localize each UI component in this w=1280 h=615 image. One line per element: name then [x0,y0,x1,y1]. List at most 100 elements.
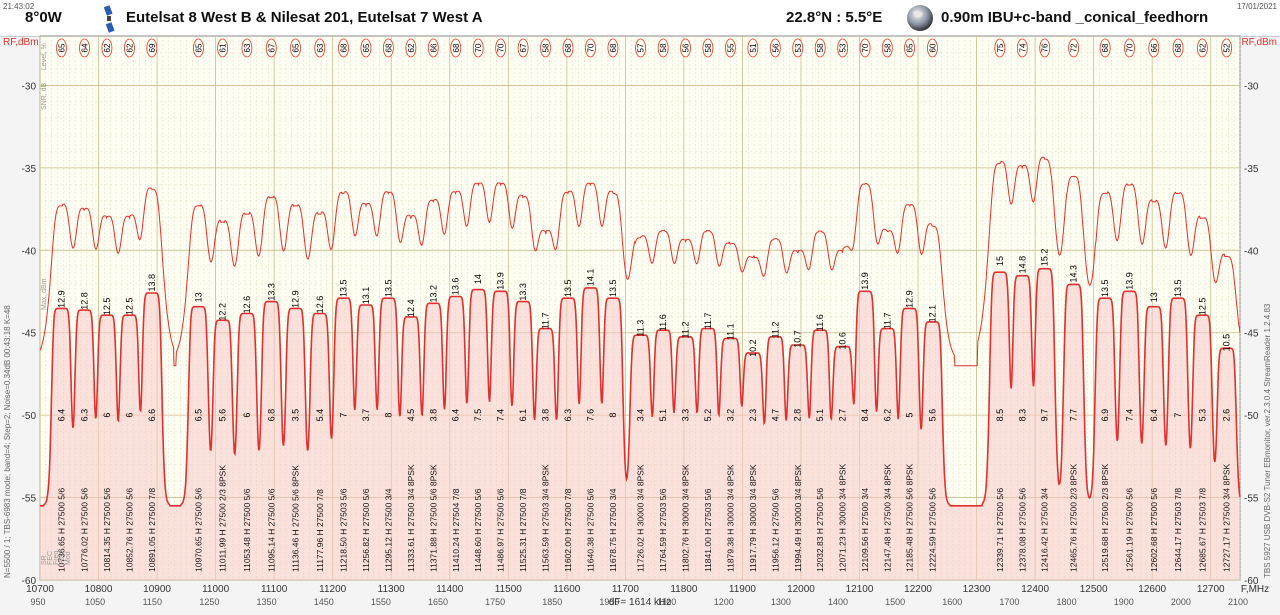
margin-label: 4.5 [406,409,416,422]
y-tick-label-left: -45 [22,329,37,340]
transponder-info: 12378.08 H 27500 5/6 [1017,488,1027,572]
level-label: 70 [1125,43,1134,52]
row-label: SNR, dB [41,82,48,110]
snr-label: 15.2 [1040,249,1050,267]
if-tick-label: 950 [30,597,45,607]
snr-label: 12.9 [56,290,66,308]
if-tick-label: 1450 [314,597,334,607]
if-tick-label: 2100 [1228,597,1248,607]
margin-label: 7.4 [496,409,506,422]
level-badge [881,38,893,58]
x-tick-label: 12600 [1138,584,1166,595]
margin-label: 7 [339,413,349,418]
transponder-info: 10776.02 H 27500 5/6 [79,488,89,572]
x-tick-label: 12700 [1197,584,1225,595]
margin-label: 6.6 [147,409,157,422]
if-tick-label: 1850 [542,597,562,607]
level-label: 65 [194,43,203,52]
if-tick-label: 1350 [257,597,277,607]
transponder-info: 12032.83 H 27500 5/6 [815,488,825,572]
transponder-info: 11011.99 H 27500 2/3 8PSK [218,465,228,572]
margin-label: 5.1 [658,409,668,422]
level-label: 63 [316,43,325,52]
margin-label: 6.4 [56,409,66,422]
level-label: 68 [1174,43,1183,52]
header-bar: 21:43:02 17/01/2021 8°0W Eutelsat 8 West… [0,0,1280,37]
snr-label: 12.6 [315,296,325,314]
margin-label: 6.4 [451,409,461,422]
margin-label: 3.8 [541,409,551,422]
level-badge [792,38,804,58]
snr-label: 11.6 [658,314,668,331]
level-badge [1039,38,1051,58]
y-tick-label-left: -60 [22,576,37,587]
margin-label: 2.8 [793,409,803,422]
margin-label: 3.7 [361,409,371,422]
level-label: 70 [474,43,483,52]
y-tick-label-right: -60 [1244,576,1259,587]
y-tick-label-right: -45 [1244,329,1259,340]
margin-label: 5.1 [815,409,825,422]
snr-label: 11.7 [703,312,713,329]
right-info: TBS 5927 USB DVB-S2 Tuner EBmonitor, ver… [1263,303,1272,578]
level-badge [585,38,596,58]
margin-label: 3.2 [725,409,735,422]
satellite-icon [103,4,115,34]
snr-label: 13.1 [361,287,371,305]
margin-label: 3.5 [290,409,300,422]
margin-label: 8 [383,413,393,418]
margin-label: 5.3 [1197,409,1207,422]
level-label: 63 [243,43,252,52]
level-label: 66 [429,43,438,52]
transponder-info: 11956.12 H 27500 5/6 [770,488,780,572]
level-badge [702,38,714,58]
if-tick-label: 1300 [771,597,791,607]
row-label: Pol [59,554,66,565]
x-tick-label: 11700 [612,584,640,595]
snr-label: 11.7 [882,312,892,329]
transponder-info: 11841.00 H 27503 5/6 [703,488,713,572]
level-label: 70 [497,43,506,52]
margin-label: 6.2 [882,409,892,422]
spectrum-line [40,267,1241,507]
snr-label: 14.1 [585,269,595,287]
y-tick-label-right: -50 [1244,411,1259,422]
transponder-info: 11726.02 H 30000 3/4 8PSK [636,464,646,572]
if-tick-label: 1900 [1114,597,1134,607]
globe-icon [905,3,935,33]
orbital-position: 8°0W [25,9,62,26]
if-tick-label: 1600 [942,597,962,607]
snr-label: 14.3 [1069,265,1079,283]
snr-label: 11.6 [815,314,825,331]
margin-label: 8.4 [860,409,870,422]
margin-label: 6.8 [266,409,276,422]
transponder-info: 11994.49 H 30000 3/4 8PSK [793,464,803,572]
x-tick-label: 11300 [378,584,406,595]
if-tick-label: 1800 [1057,597,1077,607]
snr-label: 10.6 [838,332,848,350]
level-label: 65 [291,43,300,52]
snr-label: 12.9 [290,290,300,308]
if-tick-label: 1400 [828,597,848,607]
snr-label: 13 [193,292,203,302]
x-tick-label: 12400 [1021,584,1049,595]
if-tick-label: 1200 [714,597,734,607]
location: 22.8°N : 5.5°E [786,9,883,26]
y-tick-label-right: -40 [1244,246,1259,257]
snr-label: 14.8 [1017,256,1027,274]
transponder-info: 11136.46 H 27500 5/6 8PSK [290,465,300,572]
level-badge [607,38,619,58]
level-badge [837,38,849,58]
level-label: 58 [542,43,551,52]
level-badge [101,38,113,58]
level-label: 62 [1198,43,1207,52]
margin-label: 8 [608,413,618,418]
transponder-info: 12644.17 H 27503 7/8 [1173,488,1183,572]
spectrum-peak-line [39,156,1241,367]
level-badge [1099,38,1111,58]
snr-label: 13.5 [1173,279,1183,297]
clock-time: 21:43:02 [3,2,35,11]
transponder-info: 12465.76 H 27500 2/3 8PSK [1069,463,1079,572]
margin-label: 8.5 [995,409,1005,422]
level-label: 68 [564,43,573,52]
